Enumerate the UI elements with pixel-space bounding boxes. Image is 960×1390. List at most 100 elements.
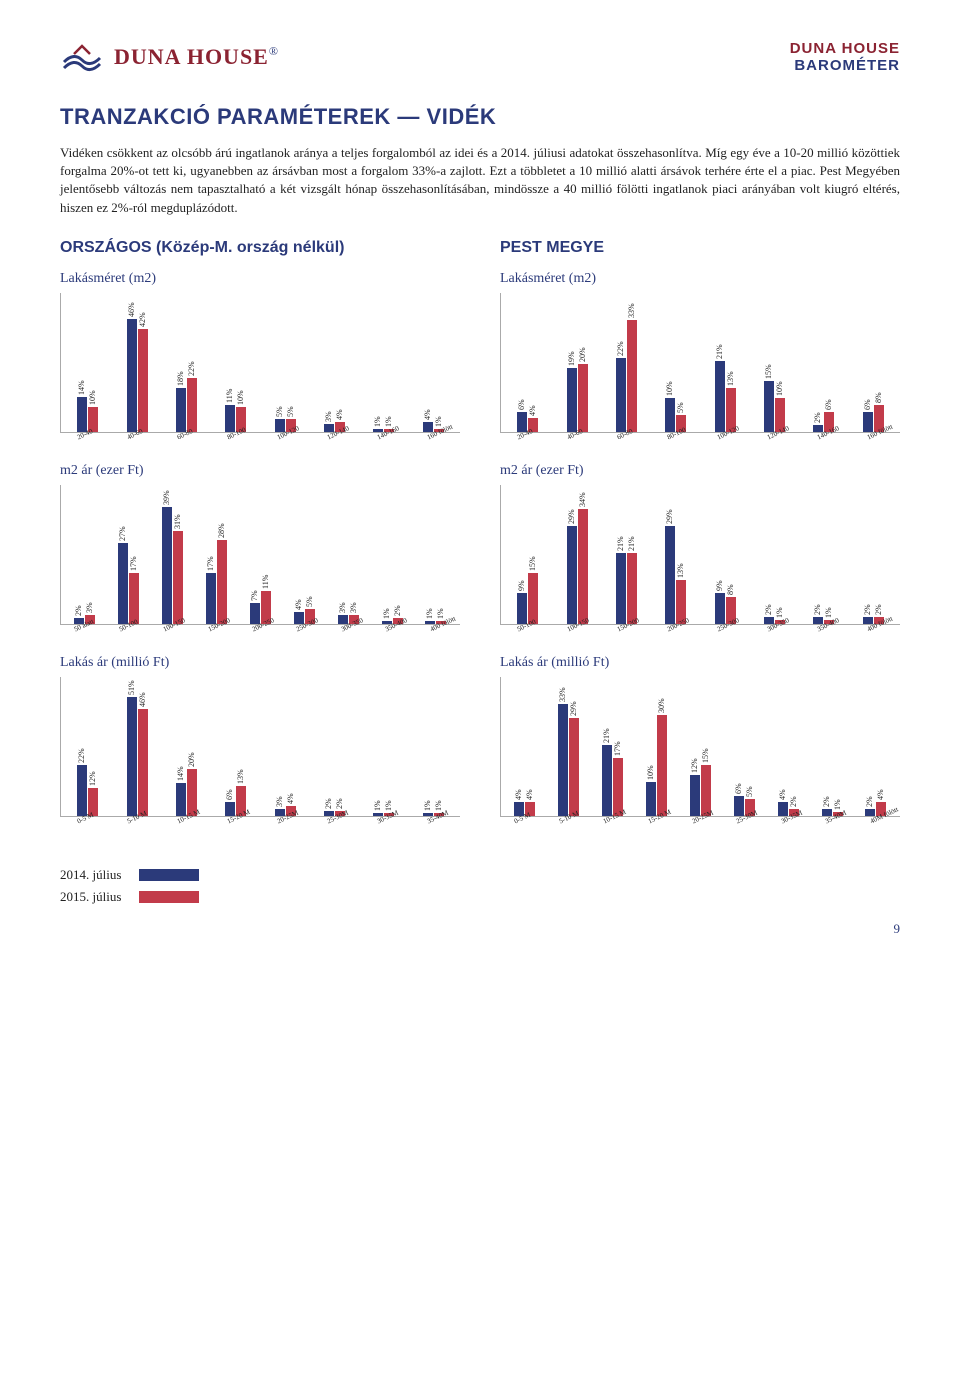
bar-value-label: 22% bbox=[77, 748, 86, 763]
bar: 17% bbox=[206, 573, 216, 624]
bar-group: 21%13% bbox=[715, 297, 736, 432]
bar-value-label: 6% bbox=[824, 399, 833, 410]
bar-value-label: 5% bbox=[305, 596, 314, 607]
bar: 29% bbox=[665, 526, 675, 624]
bar-group: 51%46% bbox=[127, 681, 148, 816]
bar-group: 2%1% bbox=[813, 489, 834, 624]
chart-title: m2 ár (ezer Ft) bbox=[500, 463, 900, 479]
left-col-head: ORSZÁGOS (Közép-M. ország nélkül) bbox=[60, 239, 460, 257]
bar: 21% bbox=[602, 745, 612, 816]
bar-value-label: 31% bbox=[173, 514, 182, 529]
bar-group: 18%22% bbox=[176, 297, 197, 432]
x-axis: 20-4040-6060-8080-100100-120120-140140-1… bbox=[60, 433, 460, 443]
bar-value-label: 2% bbox=[74, 605, 83, 616]
bar-value-label: 3% bbox=[85, 602, 94, 613]
bar-value-label: 6% bbox=[734, 783, 743, 794]
chart-title: Lakás ár (millió Ft) bbox=[60, 655, 460, 671]
bar-value-label: 22% bbox=[616, 341, 625, 356]
bar: 15% bbox=[528, 573, 538, 624]
bar: 6% bbox=[863, 412, 873, 432]
left-charts: Lakásméret (m2)14%10%46%42%18%22%11%10%5… bbox=[60, 271, 460, 827]
bar-group: 39%31% bbox=[162, 489, 183, 624]
bar-value-label: 2% bbox=[865, 796, 874, 807]
bar: 11% bbox=[225, 405, 235, 432]
bar-value-label: 20% bbox=[187, 753, 196, 768]
bar-group: 14% 20% bbox=[176, 681, 197, 816]
bar-value-label: 1% bbox=[382, 608, 391, 619]
bar-value-label: 13% bbox=[676, 563, 685, 578]
bar-value-label: 20% bbox=[578, 348, 587, 363]
bar-group: 29%34% bbox=[567, 489, 588, 624]
bar-group: 33%29% bbox=[558, 681, 579, 816]
header-line2: BAROMÉTER bbox=[790, 57, 900, 74]
bar-value-label: 1% bbox=[373, 417, 382, 428]
bar: 14% bbox=[176, 783, 186, 816]
page-number: 9 bbox=[60, 921, 900, 937]
brand-name: DUNA HOUSE bbox=[114, 44, 269, 69]
right-charts: Lakásméret (m2)6%4%19%20%22%33%10%5%21%1… bbox=[500, 271, 900, 827]
bar-value-label: 4% bbox=[335, 409, 344, 420]
bar-value-label: 15% bbox=[764, 364, 773, 379]
legend-label: 2014. július bbox=[60, 867, 121, 883]
bar-value-label: 1% bbox=[833, 800, 842, 811]
bar-value-label: 3% bbox=[349, 602, 358, 613]
bar: 9% bbox=[517, 593, 527, 623]
bar: 51% bbox=[127, 697, 137, 816]
chart-title: Lakás ár (millió Ft) bbox=[500, 655, 900, 671]
chart-area: 2%3%27%17%39%31%17%28%7%11%4%5%3%3%1%2%1… bbox=[60, 485, 460, 625]
bar-value-label: 33% bbox=[627, 304, 636, 319]
bar-group: 6%4% bbox=[517, 297, 538, 432]
bar-value-label: 2% bbox=[764, 604, 773, 615]
bar-value-label: 8% bbox=[726, 584, 735, 595]
chart-title: m2 ár (ezer Ft) bbox=[60, 463, 460, 479]
bar-value-label: 4% bbox=[286, 794, 295, 805]
bar-value-label: 1% bbox=[824, 608, 833, 619]
bar-value-label: 10% bbox=[236, 391, 245, 406]
bar-group: 1%2% bbox=[382, 489, 403, 624]
bar-value-label: 13% bbox=[236, 769, 245, 784]
bar-value-label: 11% bbox=[261, 574, 270, 588]
bar-group: 2%3% bbox=[74, 489, 95, 624]
bar-value-label: 18% bbox=[176, 371, 185, 386]
bar-group: 5%5% bbox=[275, 297, 296, 432]
bar-value-label: 4% bbox=[514, 790, 523, 801]
bar: 22% bbox=[77, 765, 87, 816]
bar-group: 2%1% bbox=[822, 681, 843, 816]
bar-value-label: 34% bbox=[578, 492, 587, 507]
chart: Lakásméret (m2)6%4%19%20%22%33%10%5%21%1… bbox=[500, 271, 900, 443]
bar: 28% bbox=[217, 540, 227, 624]
legend-label: 2015. július bbox=[60, 889, 121, 905]
bar: 27% bbox=[118, 543, 128, 624]
bar-group: 17%28% bbox=[206, 489, 227, 624]
bar-group: 6%5% bbox=[734, 681, 755, 816]
bar-value-label: 2% bbox=[335, 798, 344, 809]
bar-value-label: 19% bbox=[567, 351, 576, 366]
bar-value-label: 7% bbox=[250, 590, 259, 601]
bar: 33% bbox=[627, 320, 637, 431]
bar-value-label: 2% bbox=[863, 604, 872, 615]
chart: Lakás ár (millió Ft)4%4%33%29%21%17%10%3… bbox=[500, 655, 900, 827]
bar: 29% bbox=[567, 526, 577, 624]
bar-value-label: 3% bbox=[324, 412, 333, 423]
header-brand: DUNA HOUSE BAROMÉTER bbox=[790, 40, 900, 74]
bar: 34% bbox=[578, 509, 588, 624]
chart: Lakás ár (millió Ft)22%12%51%46%14%20%6%… bbox=[60, 655, 460, 827]
legend-item: 2015. július bbox=[60, 889, 900, 905]
bar-value-label: 11% bbox=[225, 388, 234, 402]
bar-value-label: 46% bbox=[127, 302, 136, 317]
bar-group: 4%4% bbox=[514, 681, 535, 816]
bar: 30% bbox=[657, 715, 667, 816]
bar: 19% bbox=[567, 368, 577, 432]
bar-value-label: 6% bbox=[517, 399, 526, 410]
bar-group: 11%10% bbox=[225, 297, 246, 432]
bar-value-label: 4% bbox=[876, 790, 885, 801]
bar-value-label: 22% bbox=[187, 361, 196, 376]
bar: 21% bbox=[616, 553, 626, 624]
bar-value-label: 5% bbox=[286, 407, 295, 418]
bar: 39% bbox=[162, 507, 172, 624]
legend-item: 2014. július bbox=[60, 867, 900, 883]
logo-icon bbox=[60, 40, 104, 74]
bar-value-label: 9% bbox=[715, 581, 724, 592]
bar-value-label: 39% bbox=[162, 490, 171, 505]
bar-value-label: 9% bbox=[517, 581, 526, 592]
